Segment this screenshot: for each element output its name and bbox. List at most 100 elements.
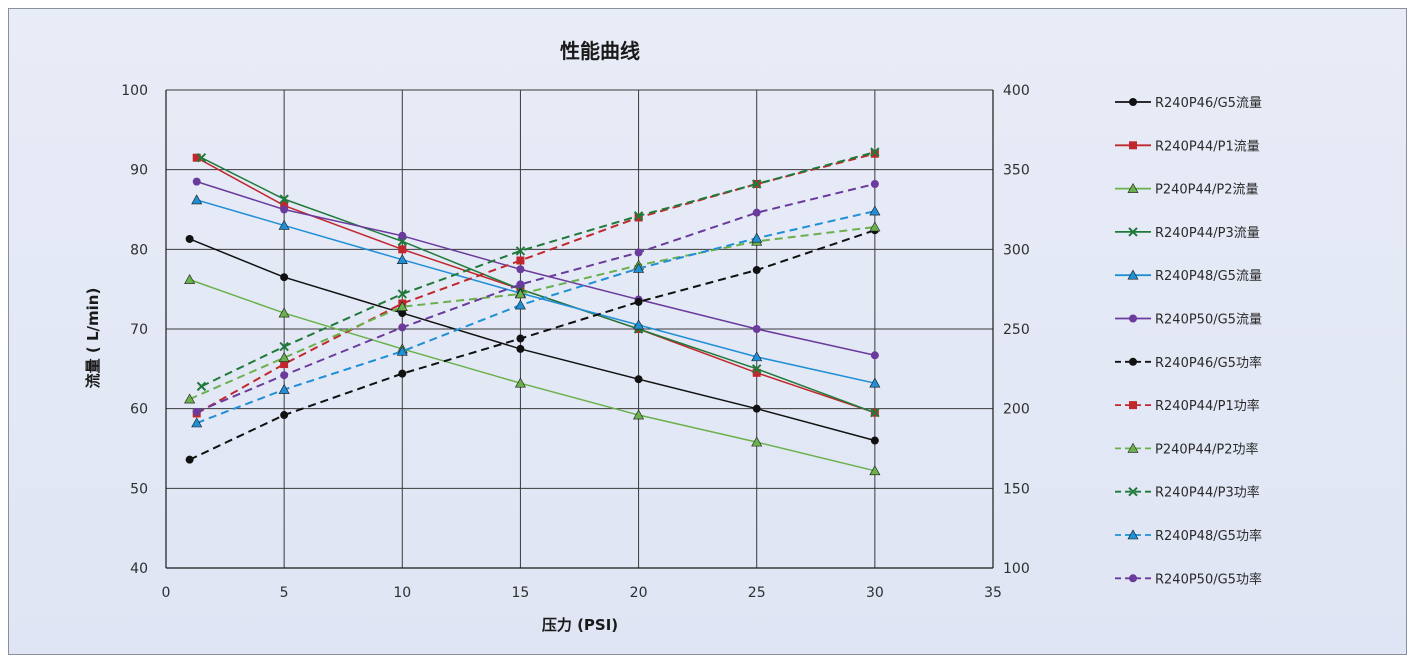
y-tick-label: 90 xyxy=(130,163,148,179)
x-tick-label: 30 xyxy=(866,585,884,601)
data-point xyxy=(278,219,290,230)
marker-stroke xyxy=(196,381,207,392)
data-point xyxy=(280,360,289,369)
legend-swatch-marker xyxy=(1127,529,1139,540)
legend-item: R240P44/P1流量 xyxy=(1115,139,1260,154)
series-6 xyxy=(192,177,879,360)
data-point xyxy=(396,301,408,311)
data-point xyxy=(192,407,201,416)
series-11 xyxy=(191,205,881,428)
series-7 xyxy=(185,226,879,464)
y2-tick-label: 150 xyxy=(1003,481,1030,497)
data-point xyxy=(398,309,407,318)
x-tick-label: 15 xyxy=(512,585,530,601)
legend-label: R240P46/G5功率 xyxy=(1155,355,1262,371)
data-point xyxy=(869,205,881,216)
data-point xyxy=(196,381,207,392)
legend-swatch-marker xyxy=(1129,401,1137,410)
legend-label: R240P50/G5功率 xyxy=(1155,571,1262,587)
legend-item: P240P44/P2流量 xyxy=(1115,183,1259,198)
series-line xyxy=(189,238,876,442)
data-point xyxy=(280,371,289,380)
data-point xyxy=(634,213,643,222)
data-point xyxy=(752,266,761,275)
legend-swatch-marker xyxy=(1129,314,1137,323)
legend-label: R240P44/P3功率 xyxy=(1155,485,1260,501)
marker-stroke xyxy=(279,194,289,204)
legend-label: R240P50/G5流量 xyxy=(1155,313,1262,328)
data-point xyxy=(185,455,194,464)
marker-stroke xyxy=(752,179,762,189)
legend-label: P240P44/P2流量 xyxy=(1155,183,1259,198)
legend-swatch-marker xyxy=(1129,98,1137,106)
data-point xyxy=(752,364,762,374)
data-point xyxy=(869,465,881,476)
series-8 xyxy=(192,149,879,418)
data-point xyxy=(633,319,645,330)
legend-item: R240P50/G5流量 xyxy=(1115,313,1262,328)
y-tick-label: 50 xyxy=(130,481,148,497)
x-tick-label: 0 xyxy=(162,585,171,601)
legend-swatch-marker xyxy=(1127,182,1139,193)
series-line xyxy=(189,226,875,401)
marker-stroke xyxy=(515,246,526,256)
legend-swatch-marker xyxy=(1129,141,1137,150)
data-point xyxy=(634,297,643,306)
y-tick-label: 70 xyxy=(130,322,148,338)
data-point xyxy=(633,409,645,420)
chart-area xyxy=(8,8,1407,655)
legend-item: R240P44/P3流量 xyxy=(1115,226,1260,241)
data-point xyxy=(396,345,408,356)
data-point xyxy=(870,147,880,157)
data-point xyxy=(870,180,879,189)
data-point xyxy=(634,375,643,384)
series-line xyxy=(201,157,876,414)
x-tick-label: 10 xyxy=(393,585,411,601)
data-point xyxy=(191,194,203,205)
chart-title: 性能曲线 xyxy=(560,39,640,63)
data-point xyxy=(870,351,879,360)
data-point xyxy=(516,265,525,274)
y-tick-label: 80 xyxy=(130,242,148,258)
data-point xyxy=(397,289,407,299)
data-point xyxy=(869,377,881,388)
data-point xyxy=(514,377,526,388)
data-point xyxy=(633,262,645,273)
data-point xyxy=(398,369,407,378)
data-point xyxy=(192,153,201,162)
data-point xyxy=(185,234,194,243)
x-tick-label: 25 xyxy=(748,585,766,601)
legend-label: R240P44/P3流量 xyxy=(1155,226,1260,241)
data-point xyxy=(279,194,289,204)
data-point xyxy=(752,325,761,333)
data-point xyxy=(280,411,289,420)
data-point xyxy=(398,245,407,254)
data-point xyxy=(280,273,289,282)
data-point xyxy=(398,323,407,332)
legend-item: P240P44/P2功率 xyxy=(1115,441,1259,457)
grid xyxy=(165,89,994,569)
legend-label: P240P44/P2功率 xyxy=(1155,441,1259,457)
legend-item: R240P46/G5功率 xyxy=(1115,355,1262,371)
data-point xyxy=(751,232,763,243)
y2-tick-label: 100 xyxy=(1003,561,1030,577)
data-point xyxy=(634,248,643,257)
x-tick-label: 5 xyxy=(280,585,289,601)
marker-stroke xyxy=(752,364,762,374)
legend-swatch-marker xyxy=(1128,227,1138,237)
legend: R240P46/G5流量 R240P44/P1流量 P240P44/P2流量 R240… xyxy=(1115,96,1262,587)
legend-item: R240P48/G5流量 xyxy=(1115,269,1262,284)
data-point xyxy=(752,208,761,217)
data-point xyxy=(516,344,525,353)
marker-stroke xyxy=(397,289,407,299)
series-4 xyxy=(196,153,880,418)
data-point xyxy=(514,288,526,299)
series-line xyxy=(196,199,876,384)
data-point xyxy=(396,254,408,264)
data-point xyxy=(516,334,525,343)
legend-item: R240P50/G5功率 xyxy=(1115,571,1262,587)
series-12 xyxy=(192,180,879,416)
legend-item: R240P48/G5功率 xyxy=(1115,528,1262,544)
